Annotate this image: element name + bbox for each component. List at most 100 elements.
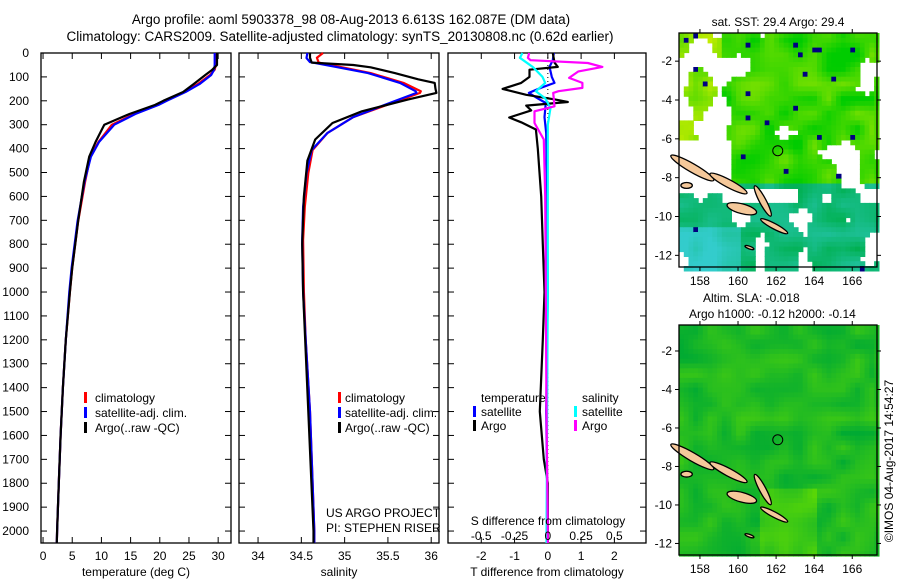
- map-cell: [712, 531, 718, 538]
- map-cell: [712, 397, 718, 403]
- map-cell: [783, 246, 790, 253]
- map-cell: [840, 339, 847, 345]
- map-cell: [755, 411, 761, 417]
- map-cell: [769, 212, 775, 219]
- map-cell: [717, 397, 723, 403]
- map-cell: [688, 266, 694, 272]
- map-cell: [869, 144, 875, 151]
- map-cell: [840, 522, 847, 528]
- map-cell: [783, 217, 790, 223]
- map-cell: [798, 101, 804, 107]
- map-cell: [774, 483, 780, 490]
- map-cell: [698, 382, 704, 389]
- map-cell: [750, 130, 756, 136]
- map-cell: [755, 164, 761, 170]
- map-cell: [702, 546, 709, 552]
- map-cell: [769, 71, 775, 78]
- map-cell: [855, 81, 861, 87]
- map-cell: [702, 91, 709, 97]
- map-cell: [712, 483, 718, 490]
- map-cell: [736, 139, 742, 146]
- map-cell: [850, 86, 856, 92]
- map-cell: [731, 402, 737, 408]
- map-cell: [807, 474, 813, 480]
- map-cell: [850, 96, 856, 102]
- map-cell: [831, 507, 837, 514]
- map-cell: [774, 241, 780, 248]
- map-cell: [721, 551, 728, 557]
- map-cell: [726, 86, 732, 92]
- map-cell: [745, 144, 751, 151]
- map-cell: [726, 440, 732, 446]
- map-cell: [712, 411, 718, 417]
- map-cell: [736, 81, 742, 87]
- map-cell: [826, 406, 832, 413]
- map-cell: [807, 531, 813, 538]
- map-cell: [721, 202, 728, 209]
- map-cell: [802, 406, 809, 413]
- map-cell: [774, 430, 780, 437]
- map-cell: [826, 546, 832, 552]
- map-cell: [731, 91, 737, 97]
- map-cell: [855, 421, 861, 427]
- map-cell: [788, 363, 794, 369]
- map-cell: [807, 67, 813, 73]
- map-cell: [679, 217, 685, 223]
- map-cell: [783, 139, 790, 146]
- map-cell: [693, 450, 699, 456]
- map-cell: [845, 368, 851, 374]
- map-cell: [783, 373, 790, 379]
- map-cell: [812, 52, 818, 58]
- map-cell: [740, 349, 747, 355]
- map-cell: [802, 541, 809, 547]
- map-cell: [774, 207, 780, 214]
- map-cell: [812, 198, 818, 204]
- map-cell: [764, 120, 771, 126]
- map-cell: [698, 512, 704, 519]
- map-cell: [817, 130, 823, 136]
- map-cell: [755, 71, 761, 78]
- map-cell: [845, 241, 851, 248]
- map-cell: [840, 193, 847, 199]
- map-cell: [807, 135, 813, 141]
- map-cell: [788, 42, 794, 49]
- map-cell: [859, 435, 866, 442]
- map-cell: [726, 406, 732, 413]
- map-cell: [717, 353, 723, 360]
- map-cell: [702, 411, 709, 417]
- map-cell: [731, 261, 737, 267]
- map-cell: [745, 382, 751, 389]
- series-line-salinity-satellite: [518, 52, 552, 543]
- map-cell: [793, 57, 799, 63]
- map-cell: [845, 517, 851, 523]
- map-cell: [817, 168, 823, 175]
- map-cell: [802, 426, 809, 432]
- map-cell: [850, 236, 856, 243]
- map-cell: [693, 212, 699, 219]
- map-cell: [836, 488, 842, 494]
- map-cell: [869, 266, 875, 272]
- map-cell: [693, 246, 699, 253]
- map-cell: [831, 406, 837, 413]
- map-cell: [726, 454, 732, 461]
- map-cell: [736, 33, 742, 39]
- map-cell: [831, 459, 837, 466]
- map-cell: [774, 488, 780, 494]
- map-cell: [817, 469, 823, 475]
- map-cell: [821, 241, 828, 248]
- map-cell: [864, 173, 870, 180]
- map-cell: [864, 493, 870, 499]
- map-cell: [788, 440, 794, 446]
- map-cell: [688, 459, 694, 466]
- map-cell: [774, 479, 780, 485]
- map-cell: [821, 464, 828, 470]
- map-cell: [840, 62, 847, 68]
- map-cell: [798, 382, 804, 389]
- map-cell: [726, 435, 732, 442]
- map-cell: [836, 546, 842, 552]
- map-cell: [774, 105, 780, 112]
- map-cell: [831, 222, 837, 228]
- map-cell: [817, 402, 823, 408]
- map-cell: [759, 512, 766, 519]
- map-cell: [821, 406, 828, 413]
